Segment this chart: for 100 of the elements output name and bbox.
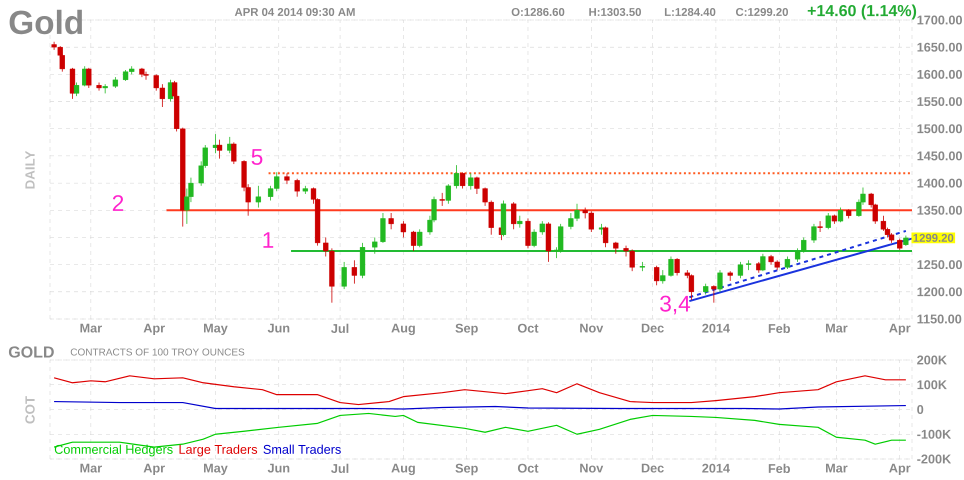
candlestick: [460, 172, 466, 189]
x-tick-label: Aug: [391, 464, 415, 476]
y-tick-label: 1400.00: [918, 178, 962, 188]
y-tick-label: 200K: [917, 356, 947, 364]
annotation: 3,4: [660, 296, 690, 314]
x-tick-label: Mar: [826, 324, 848, 333]
candlestick: [143, 71, 149, 80]
y-tick-label: 1200.00: [918, 287, 962, 296]
y-tick-label: 1650.00: [918, 42, 962, 52]
candlestick: [474, 176, 480, 194]
candlestick: [256, 185, 262, 208]
y-tick-label: 1700.00: [918, 16, 962, 24]
x-tick-label: Feb: [768, 324, 790, 334]
series-label: Commercial Hedgers: [54, 444, 173, 456]
candlestick: [688, 274, 694, 300]
x-tick-label: Apr: [889, 324, 910, 336]
x-tick-label: Jul: [331, 464, 348, 474]
candlestick: [417, 228, 422, 248]
candlestick: [517, 215, 522, 228]
candlestick: [846, 208, 852, 219]
candlestick: [817, 220, 823, 232]
x-tick-label: May: [204, 464, 228, 476]
y-axis-title: DAILY: [25, 150, 35, 188]
candlestick: [139, 67, 145, 78]
candlestick: [511, 202, 516, 230]
text: O:1286.60: [512, 8, 564, 16]
x-tick-label: Aug: [391, 324, 415, 336]
candlestick: [897, 238, 902, 250]
candlestick: [231, 142, 236, 164]
x-tick-label: Mar: [80, 324, 102, 333]
x-tick-label: Oct: [518, 324, 538, 333]
candlestick: [903, 235, 909, 246]
y-tick-label: 1450.00: [918, 151, 962, 160]
annotation: 1299.20: [914, 234, 954, 242]
candlestick: [660, 270, 666, 284]
candlestick: [540, 220, 545, 236]
candlestick: [728, 270, 733, 282]
candlestick: [446, 184, 451, 204]
text: H:1303.50: [589, 8, 641, 16]
x-tick-label: Oct: [518, 464, 538, 473]
candlestick: [826, 212, 831, 230]
x-tick-label: Nov: [580, 324, 604, 333]
candlestick: [352, 260, 358, 284]
x-tick-label: Mar: [80, 464, 102, 473]
annotation: 1: [263, 232, 274, 248]
x-tick-label: Dec: [642, 324, 664, 333]
y-tick-label: 100K: [918, 380, 947, 390]
candlestick: [602, 226, 608, 248]
candlestick: [294, 178, 300, 198]
text: Large Traders: [180, 444, 258, 456]
x-tick-label: Apr: [889, 464, 910, 476]
candlestick: [746, 260, 752, 270]
x-tick-label: Dec: [642, 464, 664, 473]
x-tick-label: Apr: [144, 464, 165, 476]
y-tick-label: 1150.00: [918, 314, 962, 324]
candlestick: [410, 230, 416, 252]
candlestick: [811, 223, 817, 244]
annotation: 2: [112, 195, 124, 211]
text: APR 04 2014 09:30 AM: [234, 8, 355, 16]
candlestick: [784, 256, 790, 270]
candlestick: [440, 192, 445, 206]
y-tick-label: 1600.00: [918, 70, 962, 79]
candlestick: [380, 212, 386, 244]
y-tick-label: 0: [917, 405, 924, 414]
y-tick-label: 1550.00: [918, 97, 962, 106]
x-tick-label: 2014: [702, 464, 730, 473]
candlestick: [640, 262, 646, 272]
x-tick-label: May: [204, 324, 228, 336]
annotation: 5: [252, 149, 262, 165]
y-tick-label: 1500.00: [918, 124, 962, 134]
candlestick: [531, 228, 537, 248]
candlestick: [717, 270, 723, 292]
candlestick: [112, 76, 118, 88]
candlestick: [454, 164, 460, 189]
text: Small Traders: [263, 444, 341, 454]
candlestick: [216, 139, 222, 160]
candlestick: [372, 237, 378, 254]
candlestick: [388, 212, 394, 230]
candlestick: [674, 258, 680, 276]
text: +14.60 (1.14%): [808, 4, 916, 20]
x-tick-label: Feb: [768, 464, 790, 474]
candlestick: [341, 262, 347, 290]
chart-title: GOLD: [8, 346, 54, 358]
candlestick: [832, 214, 838, 224]
candlestick: [703, 283, 708, 295]
y-tick-label: -100K: [917, 430, 952, 439]
candlestick: [86, 67, 92, 88]
x-tick-label: Nov: [580, 464, 604, 473]
candlestick: [838, 207, 844, 223]
candlestick: [400, 220, 406, 238]
x-tick-label: Mar: [826, 464, 848, 473]
candlestick: [613, 241, 618, 254]
chart-subtitle: CONTRACTS OF 100 TROY OUNCES: [70, 348, 244, 356]
text: C:1299.20: [736, 8, 788, 16]
x-tick-label: Jun: [268, 464, 290, 473]
y-axis-title: COT: [25, 396, 35, 424]
candlestick: [711, 284, 717, 304]
y-tick-label: 1250.00: [918, 260, 962, 270]
x-tick-label: Sep: [455, 464, 478, 476]
y-tick-label: -200K: [917, 454, 952, 464]
